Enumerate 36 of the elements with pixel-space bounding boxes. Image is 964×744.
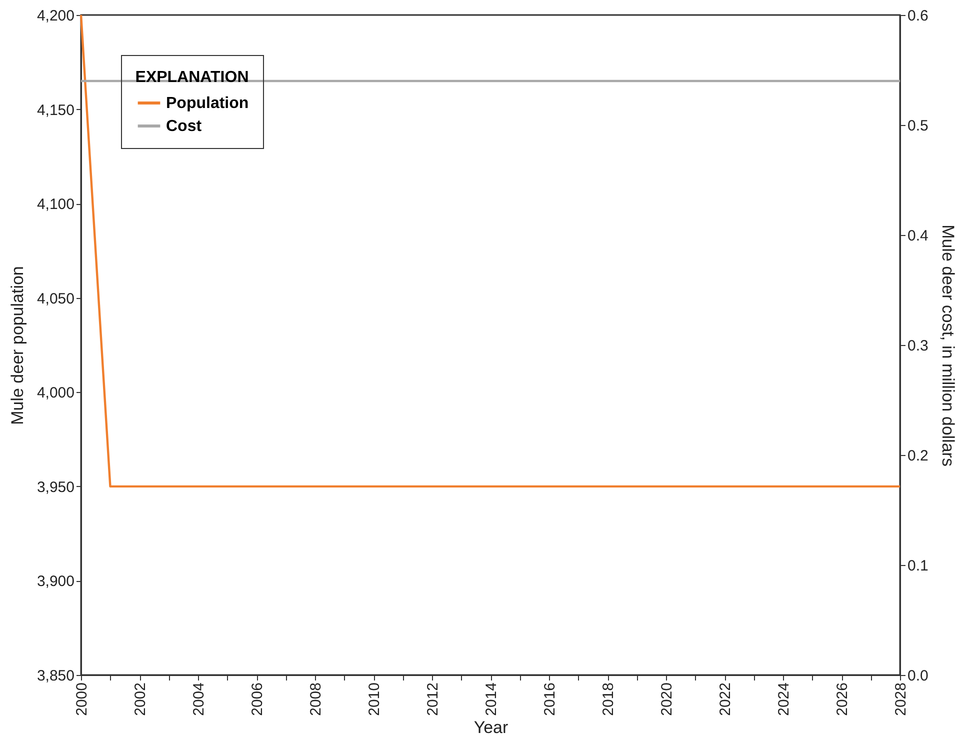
x-tick-label: 2012 bbox=[424, 682, 442, 716]
legend-label: Population bbox=[166, 95, 249, 112]
legend-label: Cost bbox=[166, 118, 202, 135]
y-tick-label: 4,000 bbox=[36, 384, 74, 402]
x-tick-label: 2010 bbox=[366, 682, 383, 716]
y2-tick-label: 0.6 bbox=[908, 8, 928, 24]
x-tick-label: 2018 bbox=[600, 682, 617, 716]
y2-tick-label: 0.4 bbox=[908, 228, 928, 244]
y-tick-label: 3,900 bbox=[36, 573, 74, 590]
y2-tick-label: 0.5 bbox=[908, 118, 928, 134]
x-axis-title: Year bbox=[474, 718, 509, 737]
x-tick-label: 2014 bbox=[483, 682, 500, 716]
y2-tick-label: 0.3 bbox=[908, 338, 928, 354]
y-tick-label: 4,150 bbox=[36, 102, 74, 119]
y-tick-label: 4,100 bbox=[36, 196, 74, 214]
x-tick-label: 2020 bbox=[658, 682, 676, 716]
y-tick-label: 3,950 bbox=[36, 478, 74, 496]
y2-tick-label: 0.0 bbox=[908, 668, 928, 684]
y-tick-label: 3,850 bbox=[36, 668, 74, 684]
x-tick-label: 2026 bbox=[834, 682, 851, 716]
x-tick-label: 2000 bbox=[74, 682, 90, 716]
x-tick-label: 2028 bbox=[892, 682, 910, 716]
legend-title: EXPLANATION bbox=[135, 69, 249, 86]
y-tick-label: 4,200 bbox=[36, 8, 74, 24]
y2-tick-label: 0.2 bbox=[908, 448, 928, 464]
x-tick-label: 2002 bbox=[132, 682, 149, 716]
y-tick-label: 4,050 bbox=[36, 290, 74, 308]
y2-axis-title: Mule deer cost, in million dollars bbox=[938, 224, 958, 466]
x-tick-label: 2016 bbox=[542, 682, 558, 716]
y-axis-title: Mule deer population bbox=[8, 266, 27, 425]
x-tick-label: 2024 bbox=[776, 682, 792, 716]
x-tick-label: 2008 bbox=[308, 682, 324, 716]
x-tick-label: 2022 bbox=[717, 682, 734, 716]
y2-tick-label: 0.1 bbox=[908, 558, 928, 574]
x-tick-label: 2006 bbox=[249, 682, 266, 716]
x-tick-label: 2004 bbox=[190, 682, 208, 716]
